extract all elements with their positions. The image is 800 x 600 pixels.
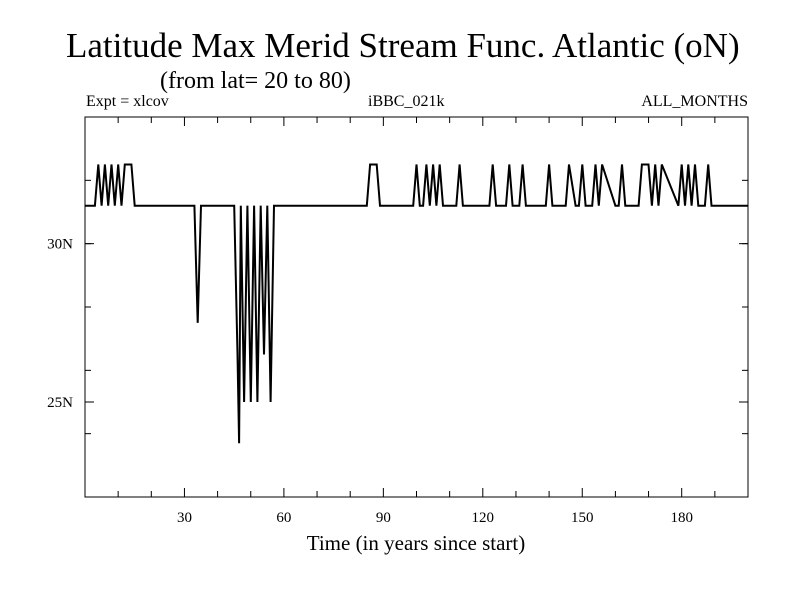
months-label: ALL_MONTHS <box>641 93 748 110</box>
x-axis-label: Time (in years since start) <box>306 531 526 555</box>
chart-title: Latitude Max Merid Stream Func. Atlantic… <box>66 26 740 65</box>
x-tick-label: 120 <box>472 510 495 526</box>
y-tick-label: 30N <box>47 237 73 253</box>
experiment-label: Expt = xlcov <box>86 93 169 110</box>
x-tick-label: 30 <box>177 510 192 526</box>
dataset-label: iBBC_021k <box>368 93 445 110</box>
chart-subtitle: (from lat= 20 to 80) <box>160 68 351 94</box>
axis-tick-labels: 30 60 90 120 150 180 25N 30N <box>47 237 693 526</box>
y-tick-label: 25N <box>47 395 73 411</box>
x-tick-label: 150 <box>571 510 594 526</box>
axis-ticks <box>85 117 748 497</box>
x-tick-label: 60 <box>276 510 291 526</box>
x-tick-label: 90 <box>376 510 391 526</box>
x-tick-label: 180 <box>670 510 693 526</box>
series-line <box>85 163 748 444</box>
